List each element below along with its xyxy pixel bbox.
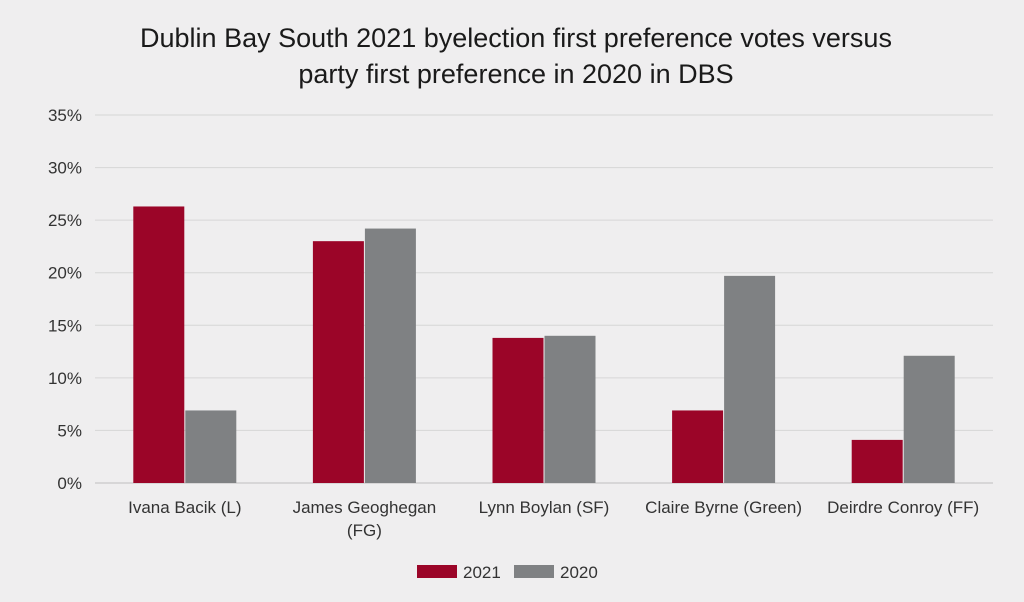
legend-label: 2021 bbox=[463, 563, 501, 582]
bar-2021-3 bbox=[672, 410, 724, 483]
y-tick-label: 10% bbox=[48, 369, 82, 388]
y-tick-label: 20% bbox=[48, 264, 82, 283]
x-category-label: James Geoghegan bbox=[293, 498, 437, 517]
y-tick-label: 5% bbox=[57, 421, 82, 440]
bar-2020-1 bbox=[364, 228, 416, 483]
x-category-label: Deirdre Conroy (FF) bbox=[827, 498, 979, 517]
bar-2021-1 bbox=[312, 241, 364, 483]
chart-title-line: party first preference in 2020 in DBS bbox=[298, 59, 733, 89]
legend-swatch-2021 bbox=[417, 565, 457, 578]
gridlines bbox=[95, 114, 993, 484]
legend-label: 2020 bbox=[560, 563, 598, 582]
bar-2021-2 bbox=[492, 337, 544, 483]
chart-title-line: Dublin Bay South 2021 byelection first p… bbox=[140, 23, 892, 53]
x-category-label: Lynn Boylan (SF) bbox=[479, 498, 610, 517]
legend: 2021 2020 bbox=[417, 563, 598, 582]
x-category-label: Claire Byrne (Green) bbox=[645, 498, 802, 517]
x-axis-labels: Ivana Bacik (L) James Geoghegan (FG) Lynn B… bbox=[128, 498, 979, 540]
bar-2020-0 bbox=[185, 410, 237, 483]
legend-swatch-2020 bbox=[514, 565, 554, 578]
y-tick-label: 15% bbox=[48, 316, 82, 335]
y-tick-label: 30% bbox=[48, 159, 82, 178]
x-category-label: Ivana Bacik (L) bbox=[128, 498, 241, 517]
y-tick-label: 0% bbox=[57, 474, 82, 493]
chart-title: Dublin Bay South 2021 byelection first p… bbox=[140, 23, 892, 89]
y-tick-label: 25% bbox=[48, 211, 82, 230]
bar-2021-0 bbox=[133, 206, 185, 483]
bars bbox=[133, 206, 955, 483]
y-axis-ticks: 0% 5% 10% 15% 20% 25% 30% 35% bbox=[48, 106, 82, 493]
bar-2020-2 bbox=[544, 335, 596, 483]
bar-2020-3 bbox=[724, 275, 776, 483]
bar-2020-4 bbox=[903, 355, 955, 483]
x-category-label: (FG) bbox=[347, 521, 382, 540]
y-tick-label: 35% bbox=[48, 106, 82, 125]
bar-2021-4 bbox=[851, 439, 903, 483]
